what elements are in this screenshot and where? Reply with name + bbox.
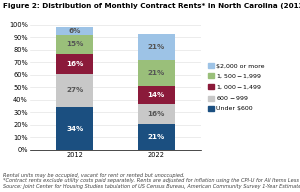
Text: 14%: 14% [148,92,165,98]
Bar [138,34,175,60]
Bar [138,124,175,150]
Text: Rental units may be occupied, vacant for rent or rented but unoccupied.: Rental units may be occupied, vacant for… [3,173,185,178]
Text: Source: Joint Center for Housing Studies tabulation of US Census Bureau, America: Source: Joint Center for Housing Studies… [3,184,300,189]
Text: Figure 2: Distribution of Monthly Contract Rents* in North Carolina (2012 vs. 20: Figure 2: Distribution of Monthly Contra… [3,3,300,9]
Text: 21%: 21% [148,134,165,140]
Text: 27%: 27% [66,88,83,94]
Text: 34%: 34% [66,126,83,132]
Text: 21%: 21% [148,70,165,76]
Text: 16%: 16% [66,61,83,67]
Bar [56,107,93,150]
Bar [138,60,175,86]
Text: *Contract rents exclude utility costs paid separately. Rents are adjusted for in: *Contract rents exclude utility costs pa… [3,178,300,183]
Bar [56,27,93,35]
Text: 15%: 15% [66,41,83,47]
Bar [56,35,93,54]
Text: 16%: 16% [148,111,165,117]
Text: 21%: 21% [148,44,165,50]
Bar [56,54,93,74]
Bar [138,104,175,124]
Legend: $2,000 or more, $1,500-$1,999, $1,000-$1,499, $600-$999, Under $600: $2,000 or more, $1,500-$1,999, $1,000-$1… [208,63,266,112]
Text: 6%: 6% [69,28,81,34]
Bar [56,74,93,107]
Bar [138,86,175,104]
